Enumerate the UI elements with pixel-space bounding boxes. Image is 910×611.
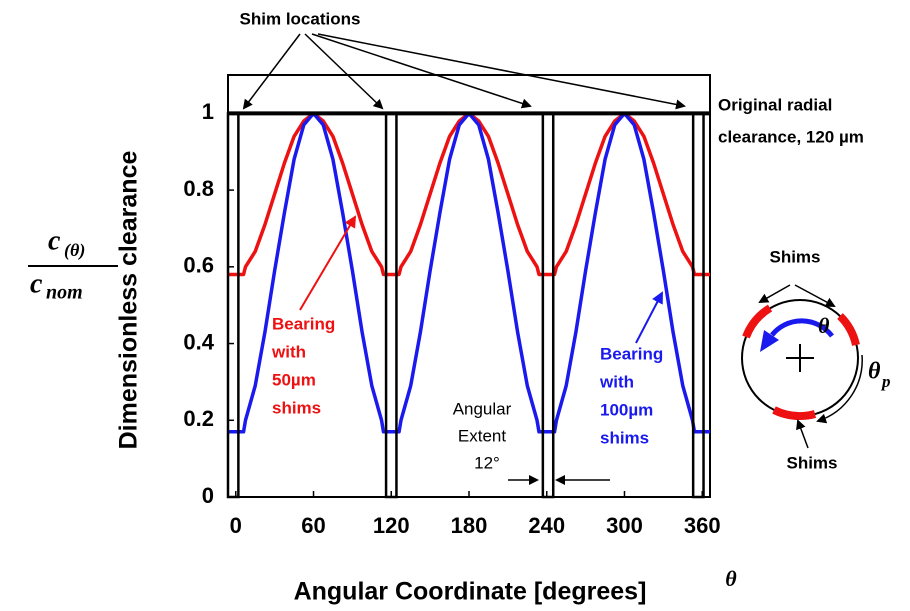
inset: Shims Shims θ θ p (741, 247, 891, 472)
shim (541, 112, 555, 499)
y-tick-label: 0.2 (183, 406, 214, 431)
x-tick-label: 240 (528, 513, 565, 538)
series-label: with (599, 372, 634, 391)
series-label: shims (272, 398, 321, 417)
shim-arc (772, 406, 817, 420)
shim-pointer (796, 419, 809, 449)
shim (226, 112, 240, 499)
extent-text: Angular (453, 399, 512, 418)
fraction-denominator-sub: nom (46, 282, 83, 304)
x-tick-label: 360 (684, 513, 721, 538)
shim-arc (742, 304, 773, 339)
y-tick-label: 0.6 (183, 253, 214, 278)
series-label: 100µm (600, 400, 653, 419)
x-tick-label: 60 (301, 513, 325, 538)
blue-label: Bearing with 100µm shims (599, 344, 663, 447)
series-label: Bearing (600, 344, 663, 363)
shim-pointer (794, 284, 836, 307)
x-tick-label: 120 (373, 513, 410, 538)
shim-pointer (758, 284, 791, 303)
inset-label: Shims (769, 247, 820, 266)
y-tick-label: 0.4 (183, 329, 214, 354)
x-tick-label: 0 (230, 513, 242, 538)
shim-label: Shim locations (240, 9, 361, 28)
fraction-numerator-sub: (θ) (64, 240, 85, 261)
fraction-numerator: c (48, 225, 61, 256)
inset-label: Shims (786, 453, 837, 472)
y-fraction: c (θ) c nom (28, 225, 118, 304)
series-label: Bearing (272, 314, 335, 333)
shim (691, 112, 705, 499)
y-tick-label: 0 (202, 483, 214, 508)
shim-arc (837, 313, 860, 347)
rotation-arc (770, 318, 834, 338)
x-axis-label: Angular Coordinate [degrees] (294, 578, 647, 606)
y-tick-label: 1 (202, 99, 214, 124)
theta-p-arc (816, 354, 863, 424)
red-label: Bearing with 50µm shims (271, 314, 335, 417)
blue-arrow (635, 291, 663, 344)
red-arrow (299, 215, 357, 311)
fraction-denominator: c (30, 268, 43, 299)
y-axis-label: Dimensionless clearance (115, 151, 143, 450)
shim (384, 112, 398, 499)
inset-theta-p: θ (868, 359, 881, 385)
shim-arrows (242, 33, 686, 110)
inset-theta-p-sub: p (880, 372, 891, 391)
x-axis-symbol: θ (725, 566, 737, 591)
rotation-head (760, 330, 779, 352)
extent-text: Extent (458, 426, 506, 445)
x-tick-label: 300 (606, 513, 643, 538)
reference-label: Original radial (718, 95, 832, 114)
reference-label: clearance, 120 µm (718, 127, 864, 146)
extent-text: 12° (474, 453, 500, 472)
extent-label: Angular Extent 12° (453, 399, 512, 472)
y-tick-label: 0.8 (183, 176, 214, 201)
marks: 0 0.2 0.4 0.6 0.8 1 0 60 120 180 240 300 360 (183, 99, 720, 538)
series-label: shims (600, 428, 649, 447)
inset-theta: θ (818, 313, 830, 338)
x-tick-label: 180 (451, 513, 488, 538)
series-label: with (271, 342, 306, 361)
series-label: 50µm (272, 370, 316, 389)
